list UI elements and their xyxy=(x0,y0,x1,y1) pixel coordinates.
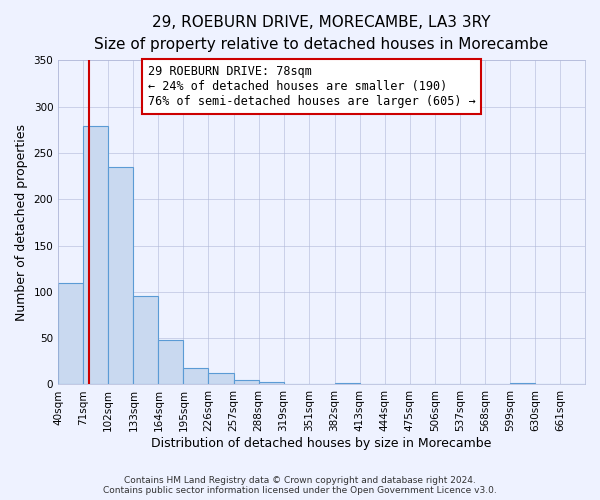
Y-axis label: Number of detached properties: Number of detached properties xyxy=(15,124,28,321)
Bar xyxy=(208,374,233,384)
Bar xyxy=(158,340,184,384)
Bar xyxy=(133,296,158,384)
Bar xyxy=(58,282,83,384)
Bar xyxy=(510,382,535,384)
Text: 29 ROEBURN DRIVE: 78sqm
← 24% of detached houses are smaller (190)
76% of semi-d: 29 ROEBURN DRIVE: 78sqm ← 24% of detache… xyxy=(148,65,475,108)
Bar xyxy=(108,167,133,384)
Bar xyxy=(233,380,259,384)
Bar xyxy=(259,382,284,384)
Bar xyxy=(184,368,208,384)
Title: 29, ROEBURN DRIVE, MORECAMBE, LA3 3RY
Size of property relative to detached hous: 29, ROEBURN DRIVE, MORECAMBE, LA3 3RY Si… xyxy=(94,15,549,52)
Text: Contains HM Land Registry data © Crown copyright and database right 2024.
Contai: Contains HM Land Registry data © Crown c… xyxy=(103,476,497,495)
X-axis label: Distribution of detached houses by size in Morecambe: Distribution of detached houses by size … xyxy=(151,437,492,450)
Bar xyxy=(335,382,359,384)
Bar xyxy=(83,126,108,384)
